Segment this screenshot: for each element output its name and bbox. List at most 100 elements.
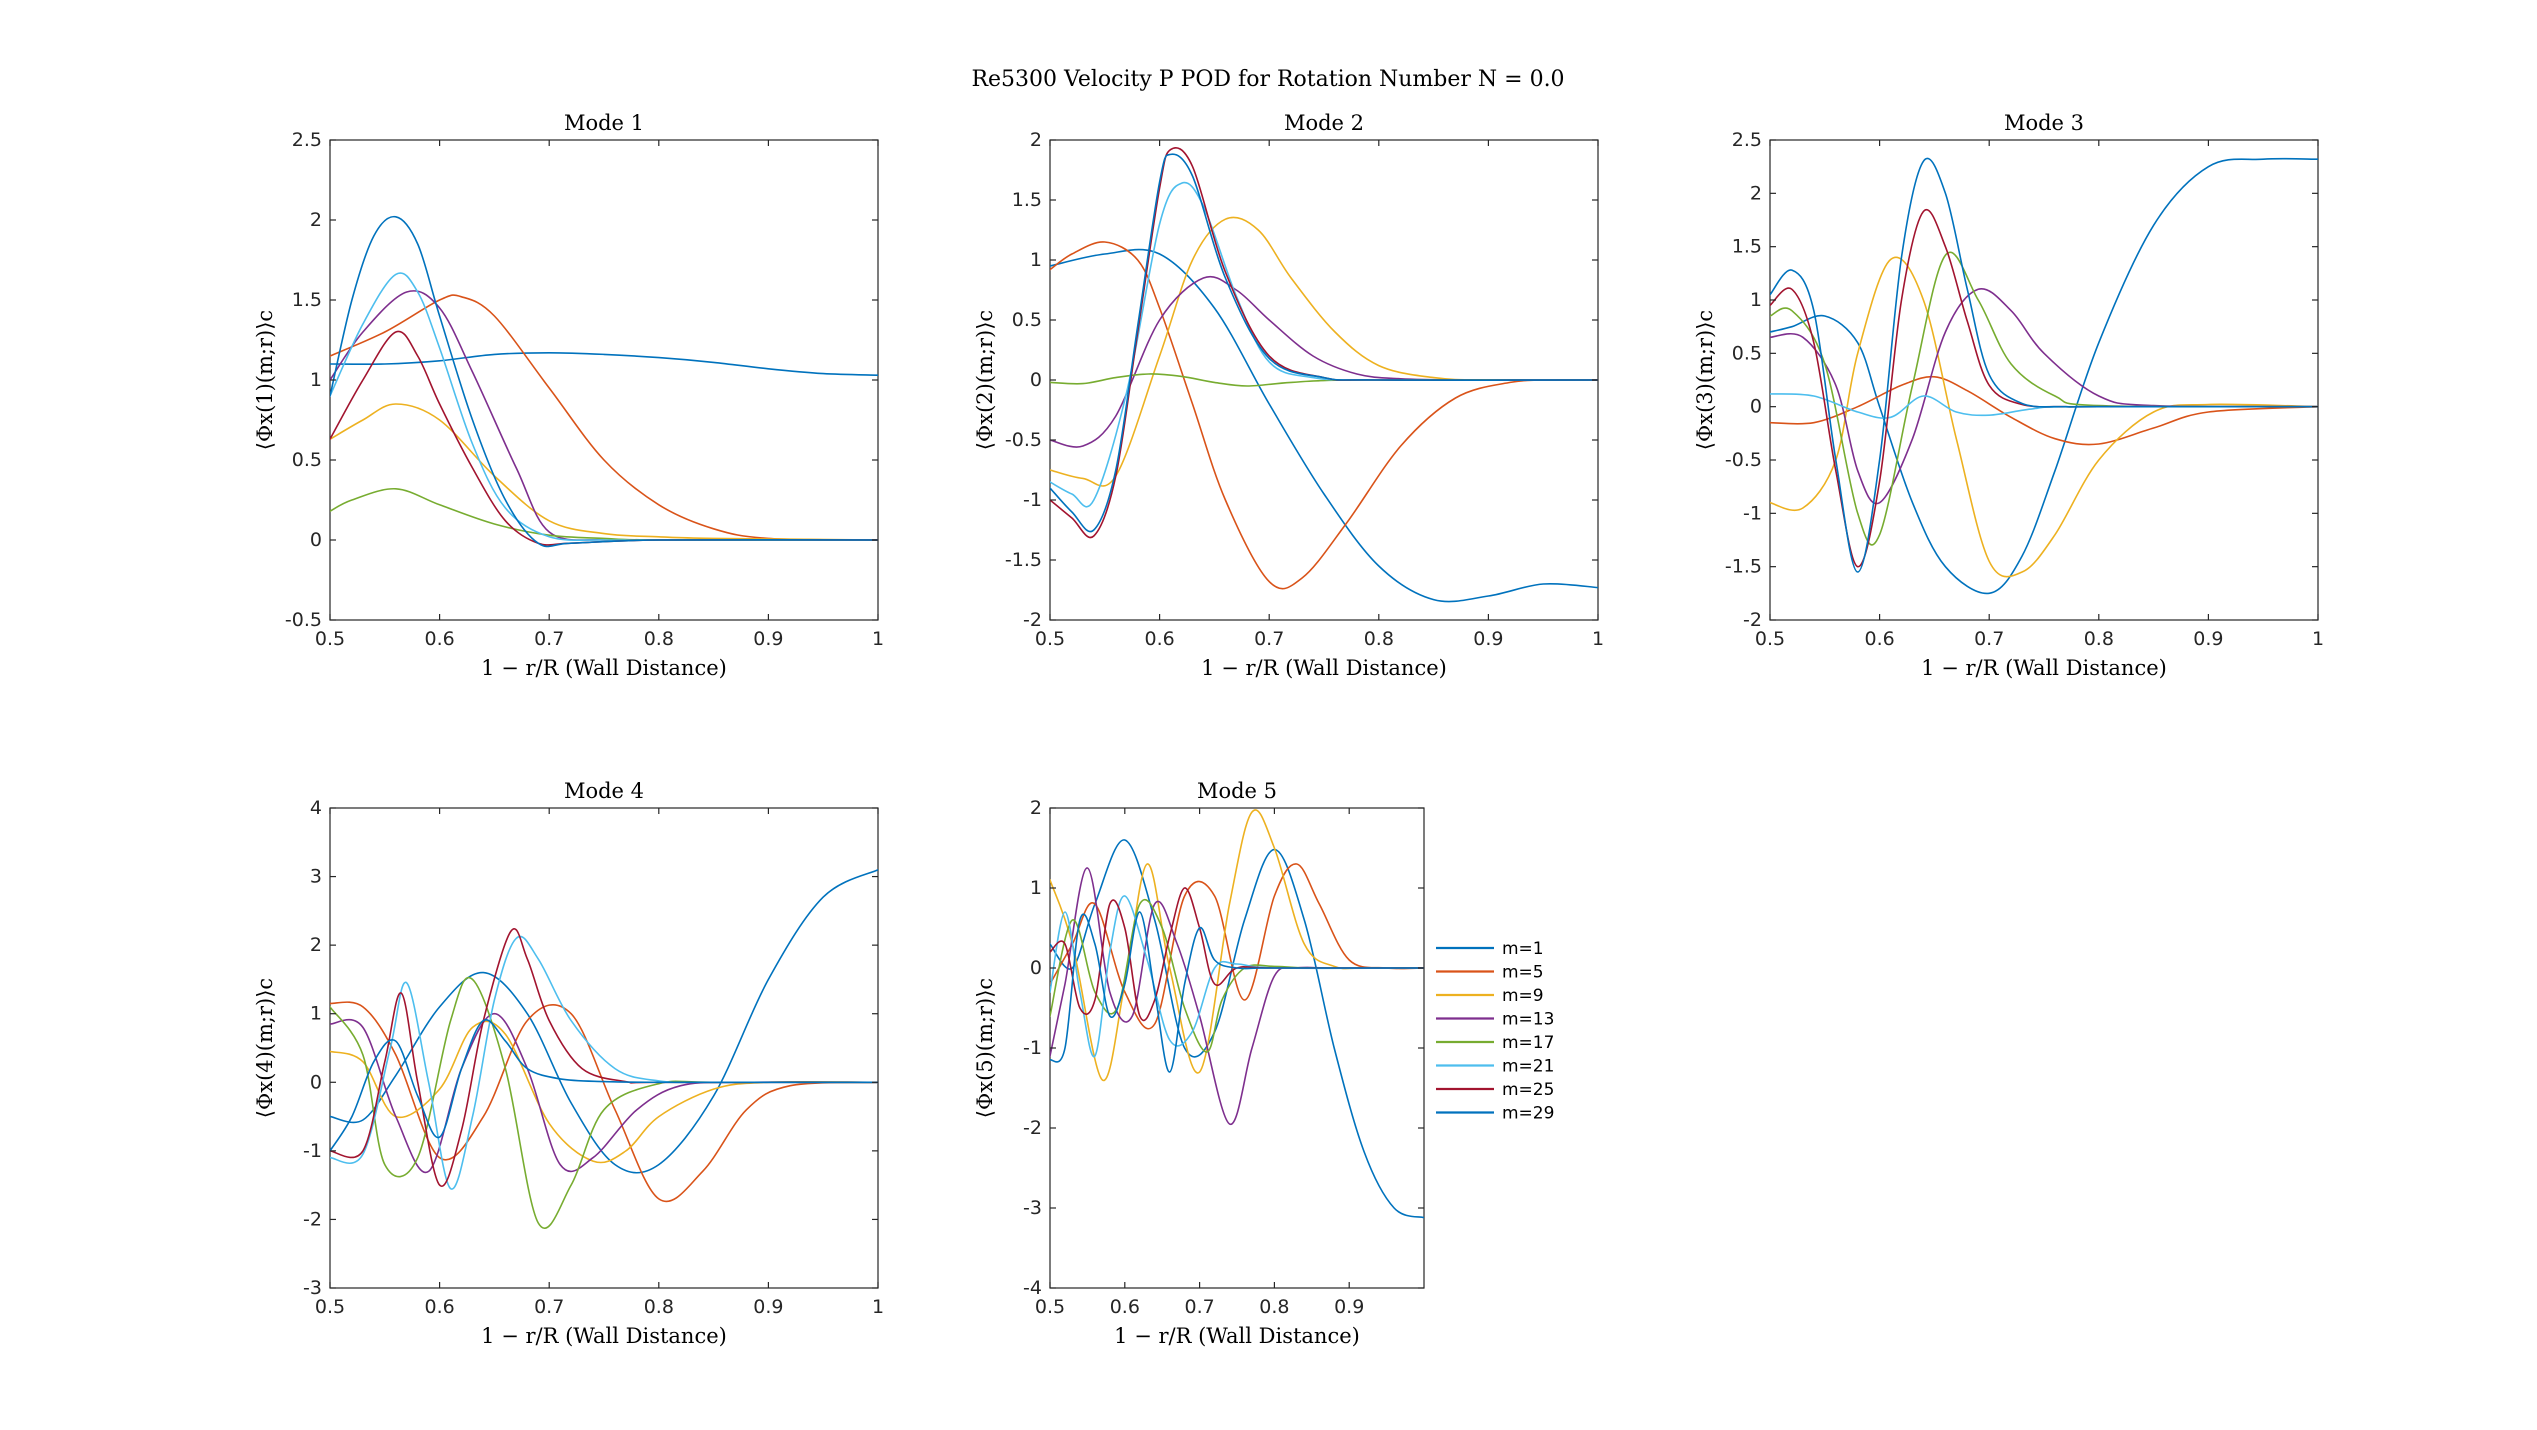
legend-label: m=5 [1502, 963, 1544, 983]
x-tick-label: 0.7 [534, 1296, 564, 1318]
x-axis-label: 1 − r/R (Wall Distance) [481, 656, 727, 680]
subplot-mode-2: 0.5 0.6 0.7 0.8 0.9 1 -2 -1.5 -1 -0.5 0 0.5 1 1.5 2 Mod… [973, 111, 1604, 680]
y-tick-label: -2 [1023, 1117, 1042, 1139]
legend-item: m=5 [1436, 963, 1544, 983]
subplot-mode-1: 0.5 0.6 0.7 0.8 0.9 1 -0.5 0 0.5 1 1.5 2 2.5 Mode 1 1 … [253, 111, 884, 680]
x-tick-label: 0.8 [1259, 1296, 1289, 1318]
legend-label: m=13 [1502, 1010, 1554, 1030]
y-tick-label: 2 [1750, 182, 1762, 204]
series-line-m-9 [1050, 216, 1598, 487]
subplot-title: Mode 2 [1284, 111, 1364, 135]
y-tick-label: 2 [310, 934, 322, 956]
series-line-m-1 [1050, 248, 1598, 603]
x-tick-label: 0.6 [424, 1296, 454, 1318]
y-axis-label: ⟨Φx(3)(m;r)⟩c [1693, 310, 1717, 450]
series-line-m-9 [1770, 256, 2318, 578]
series-line-m-5 [1050, 241, 1598, 590]
legend-label: m=17 [1502, 1033, 1554, 1053]
series-group [1770, 157, 2318, 595]
legend-item: m=29 [1436, 1104, 1554, 1124]
series-line-m-29 [330, 215, 878, 548]
plot-area [1769, 139, 2319, 621]
subplot-title: Mode 5 [1197, 779, 1277, 803]
x-tick-label: 0.8 [1364, 628, 1394, 650]
series-group [330, 215, 878, 548]
series-line-m-29 [1770, 157, 2318, 573]
series-line-m-1 [1050, 839, 1424, 1219]
x-tick-label: 0.7 [1184, 1296, 1214, 1318]
x-tick-label: 0.7 [1254, 628, 1284, 650]
series-line-m-5 [1770, 375, 2318, 446]
y-tick-label: 1 [1030, 249, 1042, 271]
x-tick-label: 0.5 [315, 628, 345, 650]
y-tick-label: 2.5 [1732, 129, 1762, 151]
x-tick-label: 1 [1592, 628, 1604, 650]
y-tick-label: 0.5 [1012, 309, 1042, 331]
legend-item: m=21 [1436, 1057, 1554, 1077]
series-line-m-29 [330, 1019, 878, 1152]
x-tick-label: 0.9 [1334, 1296, 1364, 1318]
y-tick-label: -1 [1743, 502, 1762, 524]
x-tick-label: 0.9 [2193, 628, 2223, 650]
y-tick-label: 1.5 [1732, 236, 1762, 258]
x-tick-label: 1 [872, 1296, 884, 1318]
y-tick-label: -1 [1023, 489, 1042, 511]
legend-label: m=21 [1502, 1057, 1554, 1077]
legend-label: m=25 [1502, 1080, 1554, 1100]
x-tick-label: 0.6 [1144, 628, 1174, 650]
y-axis-label: ⟨Φx(1)(m;r)⟩c [253, 310, 277, 450]
x-tick-label: 0.9 [753, 628, 783, 650]
y-tick-label: -1 [1023, 1037, 1042, 1059]
x-tick-label: 0.6 [1110, 1296, 1140, 1318]
legend-label: m=9 [1502, 986, 1544, 1006]
y-tick-label: 0 [1030, 957, 1042, 979]
y-tick-label: -2 [1743, 609, 1762, 631]
series-line-m-21 [330, 935, 878, 1190]
y-tick-label: -4 [1023, 1277, 1042, 1299]
x-tick-label: 0.6 [1864, 628, 1894, 650]
x-tick-label: 1 [2312, 628, 2324, 650]
series-line-m-17 [330, 976, 878, 1230]
x-tick-label: 0.5 [1035, 1296, 1065, 1318]
y-tick-label: -1 [303, 1140, 322, 1162]
x-tick-label: 0.7 [1974, 628, 2004, 650]
subplot-title: Mode 4 [564, 779, 644, 803]
subplot-title: Mode 3 [2004, 111, 2084, 135]
legend-item: m=25 [1436, 1080, 1554, 1100]
legend-label: m=1 [1502, 939, 1544, 959]
y-tick-label: 1 [310, 1003, 322, 1025]
y-tick-label: 0.5 [1732, 342, 1762, 364]
y-tick-label: 2 [310, 209, 322, 231]
series-line-m-17 [1770, 251, 2318, 546]
series-group [330, 868, 878, 1230]
subplot-mode-4: 0.5 0.6 0.7 0.8 0.9 1 -3 -2 -1 0 1 2 3 4 Mode 4 1 − r/R… [253, 779, 884, 1348]
plot-area [329, 139, 879, 621]
y-tick-label: -3 [1023, 1197, 1042, 1219]
x-tick-label: 0.5 [1755, 628, 1785, 650]
legend: m=1 m=5 m=9 m=13 m=17 m=21 m=25 m=29 [1436, 939, 1554, 1124]
subplot-mode-3: 0.5 0.6 0.7 0.8 0.9 1 -2 -1.5 -1 -0.5 0 0.5 1 1.5 2 2.5… [1693, 111, 2324, 680]
y-tick-label: -0.5 [285, 609, 322, 631]
legend-item: m=13 [1436, 1010, 1554, 1030]
figure-title: Re5300 Velocity P POD for Rotation Numbe… [971, 67, 1564, 92]
y-tick-label: 2 [1030, 129, 1042, 151]
subplot-title: Mode 1 [564, 111, 644, 135]
series-line-m-29 [1050, 911, 1424, 1073]
x-tick-label: 0.8 [644, 1296, 674, 1318]
series-line-m-29 [1050, 153, 1598, 533]
x-tick-label: 0.5 [315, 1296, 345, 1318]
y-tick-label: -2 [303, 1208, 322, 1230]
y-tick-label: 4 [310, 797, 322, 819]
x-axis-label: 1 − r/R (Wall Distance) [1114, 1324, 1360, 1348]
x-tick-label: 0.5 [1035, 628, 1065, 650]
y-tick-label: 2.5 [292, 129, 322, 151]
series-line-m-13 [1770, 287, 2318, 505]
x-tick-label: 0.9 [1473, 628, 1503, 650]
y-tick-label: 1 [310, 369, 322, 391]
legend-label: m=29 [1502, 1104, 1554, 1124]
x-tick-label: 0.6 [424, 628, 454, 650]
subplot-mode-5: 0.5 0.6 0.7 0.8 0.9 -4 -3 -2 -1 0 1 2 Mode 5 1 − r/R … [973, 779, 1425, 1348]
y-tick-label: 1 [1030, 877, 1042, 899]
y-tick-label: 1.5 [292, 289, 322, 311]
